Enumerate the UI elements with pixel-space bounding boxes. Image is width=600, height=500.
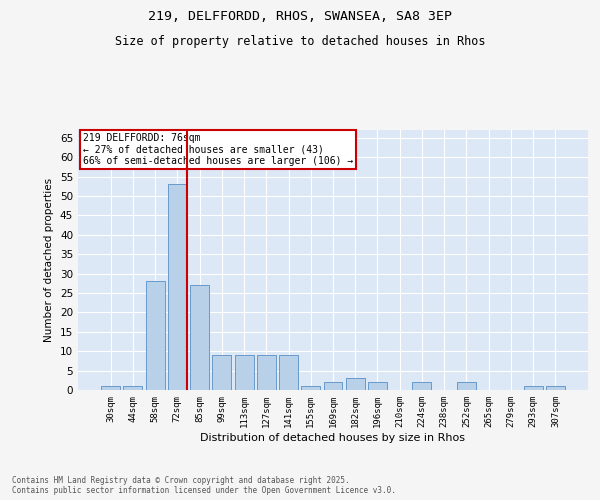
Bar <box>457 382 476 390</box>
Bar <box>412 382 431 390</box>
Text: 219 DELFFORDD: 76sqm
← 27% of detached houses are smaller (43)
66% of semi-detac: 219 DELFFORDD: 76sqm ← 27% of detached h… <box>83 132 353 166</box>
Bar <box>368 382 387 390</box>
Bar <box>190 285 209 390</box>
Bar <box>524 386 542 390</box>
Bar <box>546 386 565 390</box>
Y-axis label: Number of detached properties: Number of detached properties <box>44 178 55 342</box>
Text: 219, DELFFORDD, RHOS, SWANSEA, SA8 3EP: 219, DELFFORDD, RHOS, SWANSEA, SA8 3EP <box>148 10 452 23</box>
Bar <box>235 355 254 390</box>
Bar <box>124 386 142 390</box>
Bar <box>323 382 343 390</box>
Bar <box>346 378 365 390</box>
Bar <box>279 355 298 390</box>
Text: Contains HM Land Registry data © Crown copyright and database right 2025.
Contai: Contains HM Land Registry data © Crown c… <box>12 476 396 495</box>
Bar <box>301 386 320 390</box>
Bar <box>168 184 187 390</box>
Bar <box>212 355 231 390</box>
Bar <box>101 386 120 390</box>
X-axis label: Distribution of detached houses by size in Rhos: Distribution of detached houses by size … <box>200 432 466 442</box>
Bar <box>146 282 164 390</box>
Bar <box>257 355 276 390</box>
Text: Size of property relative to detached houses in Rhos: Size of property relative to detached ho… <box>115 35 485 48</box>
